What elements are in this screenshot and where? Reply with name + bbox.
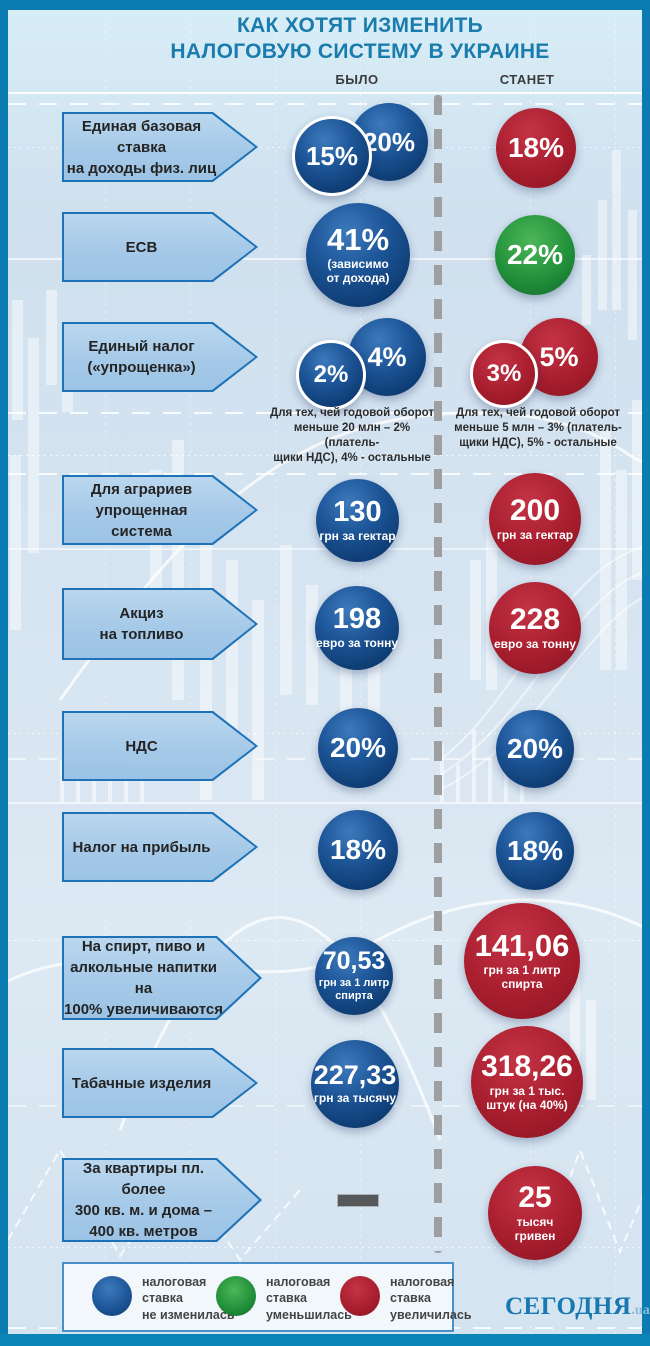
legend-label: налоговая ставка не изменилась <box>142 1275 235 1322</box>
legend-item-increased: налоговая ставка увеличилась <box>340 1274 472 1323</box>
was-note: Для тех, чей годовой оборот меньше 20 мл… <box>270 407 434 464</box>
grid-line <box>8 1247 642 1248</box>
row-label-single-tax: Единый налог («упрощенка») <box>62 322 258 392</box>
column-divider <box>434 95 442 1253</box>
grid-line <box>190 10 191 1334</box>
legend-label: налоговая ставка уменьшилась <box>266 1275 352 1322</box>
will-note: Для тех, чей годовой оборот меньше 5 млн… <box>454 407 622 449</box>
row-label-vat: НДС <box>62 711 258 781</box>
row-label-text: Акциз на топливо <box>99 605 184 643</box>
row-label-real-estate: За квартиры пл. более 300 кв. м. и дома … <box>62 1158 262 1242</box>
frame-border-left <box>0 0 8 1346</box>
row-label-text: За квартиры пл. более 300 кв. м. и дома … <box>74 1160 213 1240</box>
row-label-text: Для аграриев упрощенная система <box>90 480 193 540</box>
will-circle: 200 грн за гектар <box>489 473 581 565</box>
grid-line <box>8 412 642 414</box>
will-circle: 18% <box>496 108 576 188</box>
legend-dot-green <box>216 1276 256 1316</box>
column-header-was: БЫЛО <box>335 72 379 87</box>
segodnya-logo: СЕГОДНЯ.ua <box>505 1293 650 1321</box>
will-circle: 3% <box>470 340 538 408</box>
legend-label: налоговая ставка увеличилась <box>390 1275 472 1322</box>
row-label-text: Табачные изделия <box>71 1074 212 1092</box>
grid-line <box>105 10 106 1334</box>
will-circle: 228 евро за тонну <box>489 582 581 674</box>
row-label-text: На спирт, пиво и алкольные напитки на 10… <box>64 938 223 1018</box>
grid-line <box>275 10 276 1334</box>
was-circle: 18% <box>318 810 398 890</box>
grid-line <box>8 103 642 105</box>
legend-item-unchanged: налоговая ставка не изменилась <box>92 1274 235 1323</box>
will-circle: 318,26 грн за 1 тыс. штук (на 40%) <box>471 1026 583 1138</box>
will-circle: 25 тысяч гривен <box>488 1166 582 1260</box>
row-label-income-tax: Единая базовая ставка на доходы физ. лиц <box>62 112 258 182</box>
logo-wordmark: СЕГОДНЯ <box>505 1293 632 1320</box>
frame-border-bottom <box>0 1334 650 1346</box>
grid-line <box>615 10 616 1334</box>
was-circle: 227,33 грн за тысячу <box>311 1040 399 1128</box>
will-circle: 141,06 грн за 1 литр спирта <box>464 903 580 1019</box>
legend-dot-blue <box>92 1276 132 1316</box>
grid-line <box>360 10 361 1334</box>
row-label-alcohol: На спирт, пиво и алкольные напитки на 10… <box>62 936 262 1020</box>
title-line-1: КАК ХОТЯТ ИЗМЕНИТЬ <box>236 14 484 37</box>
legend-dot-red <box>340 1276 380 1316</box>
was-circle: 2% <box>296 340 366 410</box>
grid-line <box>8 473 642 475</box>
grid-line <box>8 455 642 456</box>
was-circle: 20% <box>318 708 398 788</box>
will-circle: 22% <box>495 215 575 295</box>
column-header-will: СТАНЕТ <box>499 72 555 87</box>
grid-line <box>8 802 642 804</box>
frame-border-top <box>0 0 650 10</box>
row-label-fuel-excise: Акциз на топливо <box>62 588 258 660</box>
was-circle: 198 евро за тонну <box>315 586 399 670</box>
was-circle: 70,53 грн за 1 литр спирта <box>315 937 393 1015</box>
row-label-text: Единый налог («упрощенка») <box>87 338 196 376</box>
grid-line <box>8 92 642 94</box>
row-label-text: Налог на прибыль <box>72 838 211 856</box>
row-label-text: ЕСВ <box>125 238 158 256</box>
row-label-tobacco: Табачные изделия <box>62 1048 258 1118</box>
legend: налоговая ставка не изменилась налоговая… <box>62 1262 472 1332</box>
row-label-agrarians: Для аграриев упрощенная система <box>62 475 258 545</box>
will-circle: 18% <box>496 812 574 890</box>
was-circle: 15% <box>292 116 372 196</box>
page-title: КАК ХОТЯТ ИЗМЕНИТЬ НАЛОГОВУЮ СИСТЕМУ В У… <box>100 13 620 66</box>
no-value-dash <box>337 1194 379 1207</box>
was-circle: 130 грн за гектар <box>316 479 399 562</box>
row-label-text: НДС <box>125 737 158 755</box>
row-label-profit-tax: Налог на прибыль <box>62 812 258 882</box>
row-label-text: Единая базовая ставка на доходы физ. лиц <box>66 117 217 177</box>
title-line-2: НАЛОГОВУЮ СИСТЕМУ В УКРАИНЕ <box>170 40 550 64</box>
logo-domain-suffix: .ua <box>631 1303 650 1318</box>
row-label-esv: ЕСВ <box>62 212 258 282</box>
legend-item-decreased: налоговая ставка уменьшилась <box>216 1274 352 1323</box>
will-circle: 20% <box>496 710 574 788</box>
grid-line <box>8 548 642 550</box>
was-circle: 41% (зависимо от дохода) <box>306 203 410 307</box>
frame-border-right <box>642 0 650 1346</box>
grid-line <box>8 940 642 941</box>
